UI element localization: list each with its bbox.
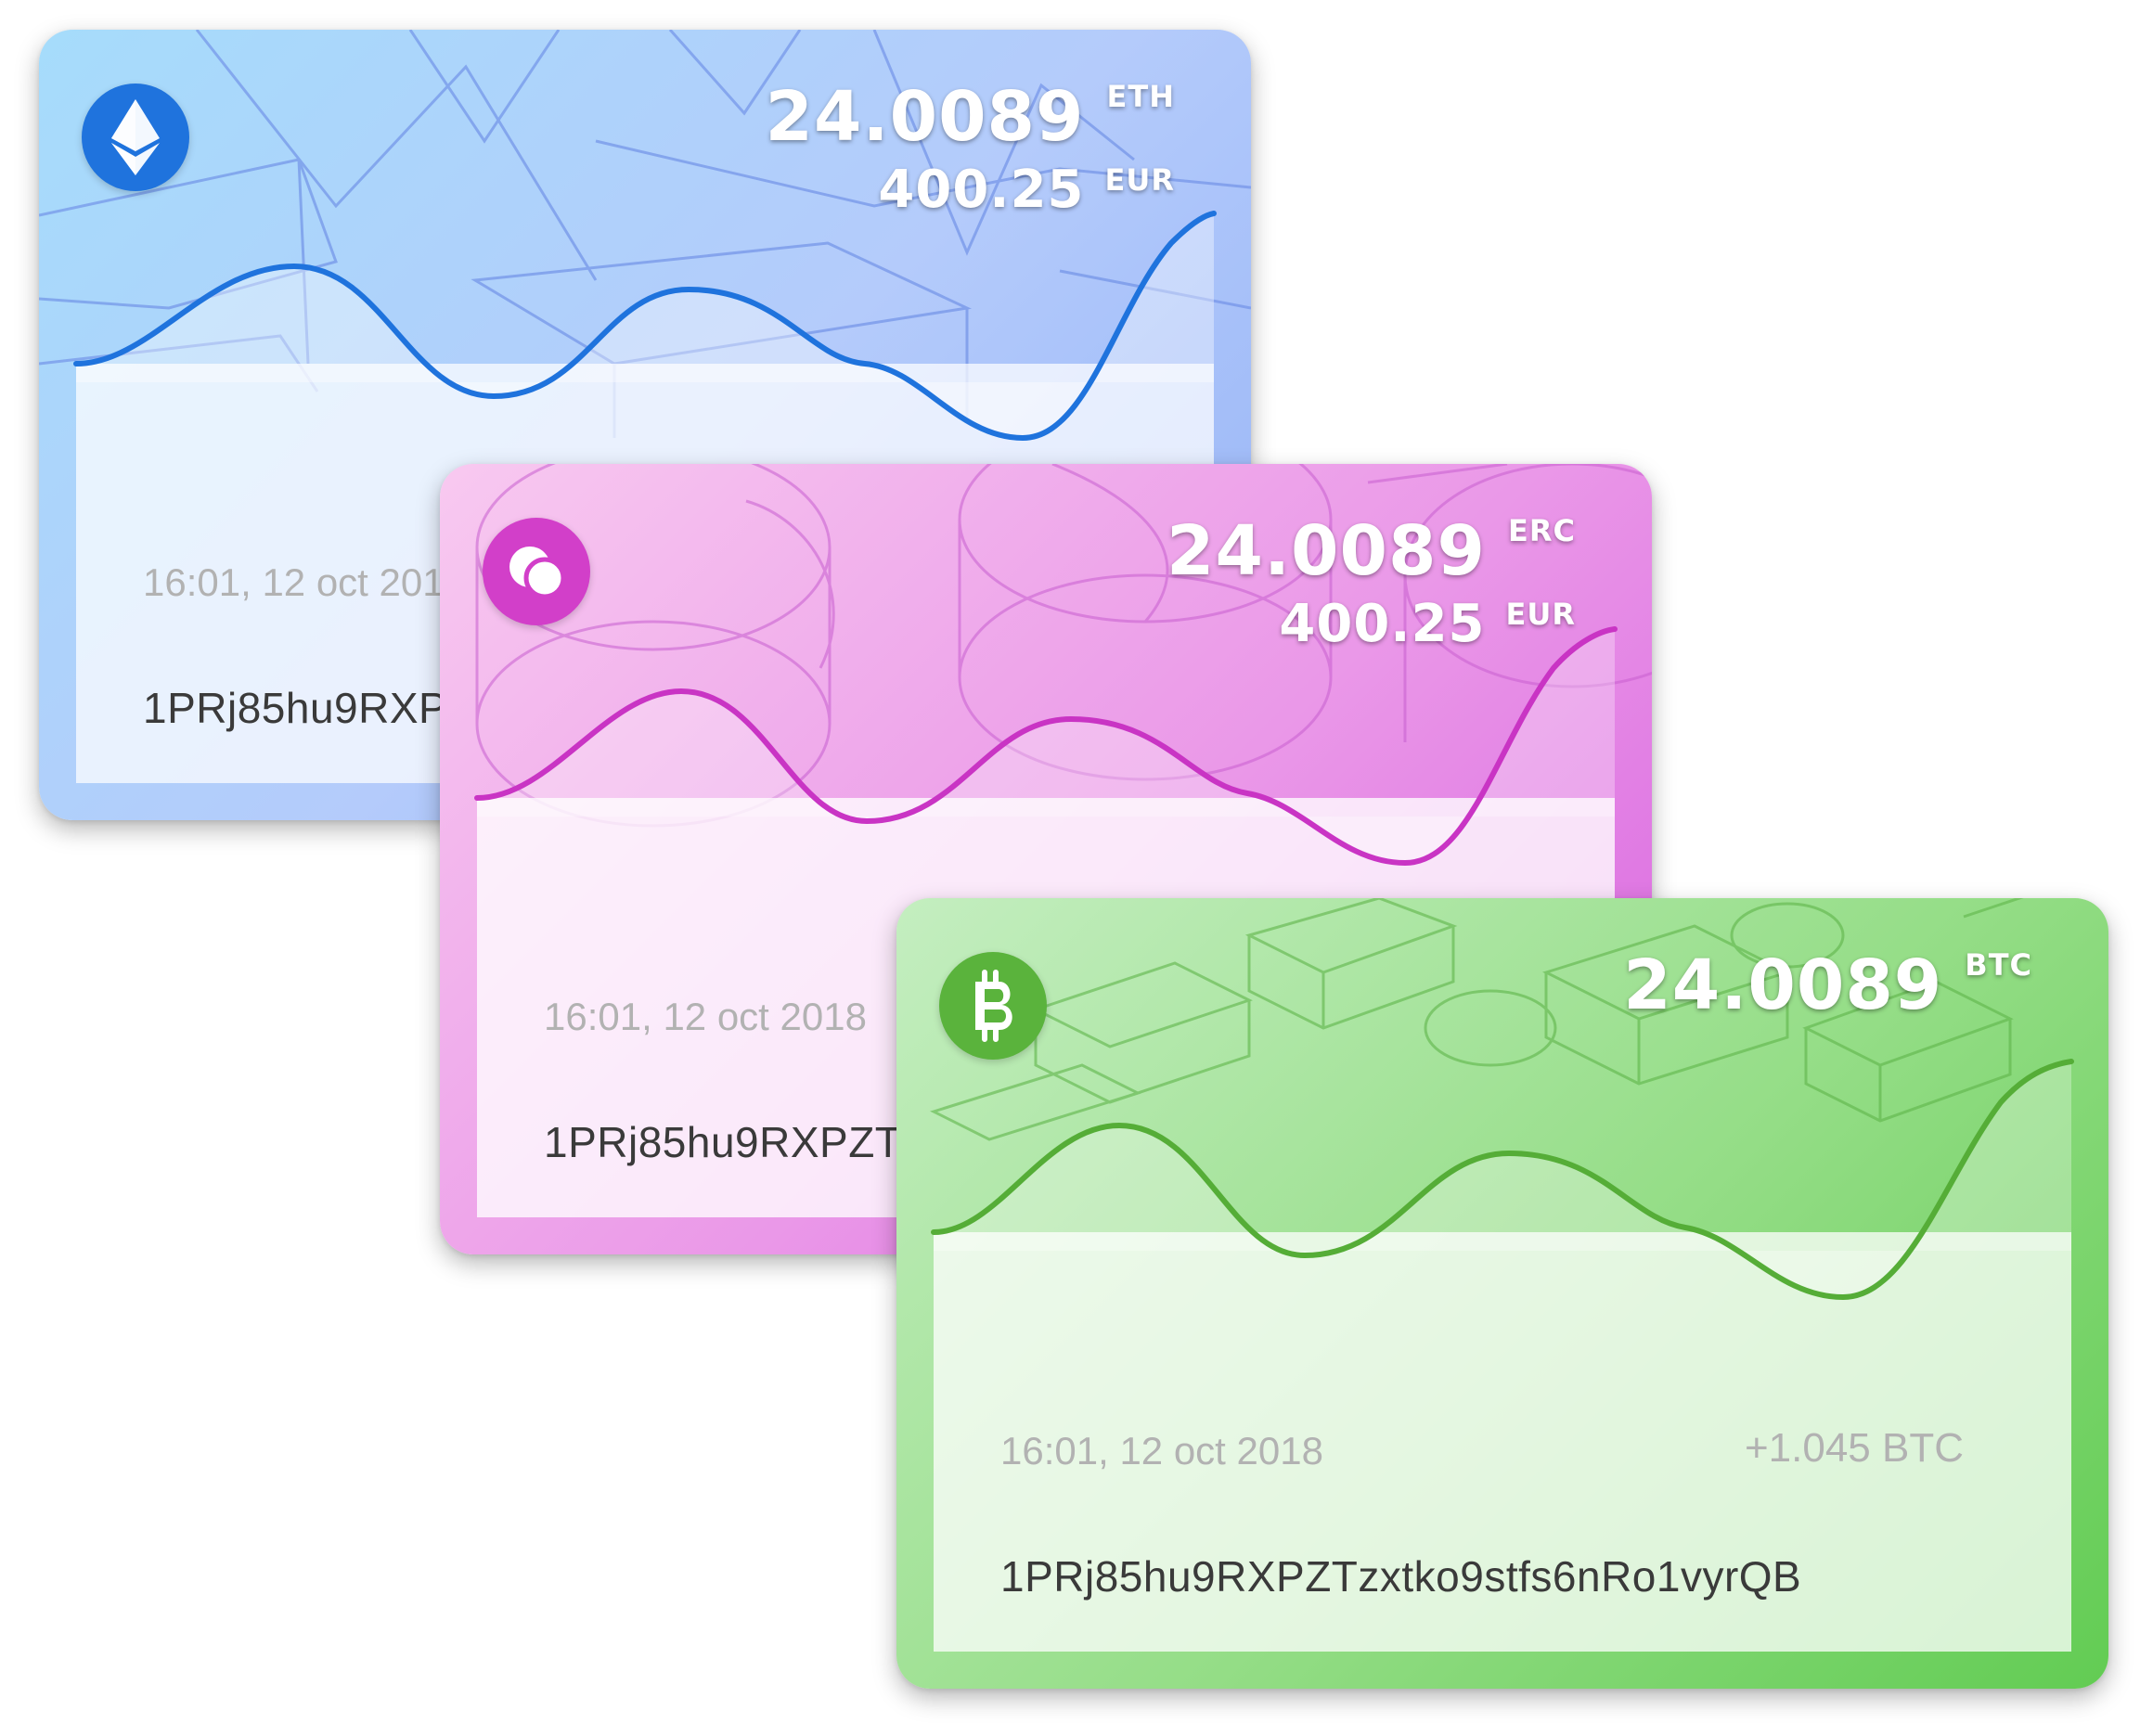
transaction-timestamp: 16:01, 12 oct 2018 (544, 995, 867, 1038)
btc-card-background-art (930, 898, 2108, 1652)
bitcoin-icon (939, 952, 1047, 1060)
eth-price-wave (73, 211, 1217, 442)
crypto-amount-unit: ERC (1508, 513, 1576, 548)
ethereum-icon (82, 84, 189, 191)
crypto-amount-value: 24.0089 (1166, 511, 1487, 591)
crypto-amount: 24.0089 ETH (765, 76, 1175, 158)
crypto-amount-value: 24.0089 (1623, 945, 1943, 1025)
fiat-amount-value: 400.25 (878, 160, 1085, 220)
erc-price-wave (474, 626, 1618, 867)
fiat-amount-unit: EUR (1104, 162, 1175, 198)
crypto-amount-value: 24.0089 (765, 77, 1085, 157)
btc-price-wave (931, 1059, 2074, 1301)
erc-token-icon (483, 518, 590, 625)
crypto-amount: 24.0089 ERC (1167, 510, 1576, 592)
crypto-amount-unit: ETH (1106, 79, 1175, 114)
fiat-amount-unit: EUR (1505, 597, 1576, 632)
crypto-amount-unit: BTC (1965, 947, 2032, 983)
wallet-card-btc[interactable]: 24.0089 BTC 16:01, 12 oct 2018 +1.045 BT… (896, 898, 2108, 1689)
fiat-amount: 400.25 EUR (878, 160, 1175, 221)
fiat-amount: 400.25 EUR (1279, 594, 1576, 655)
wallet-address[interactable]: 1PRj85hu9RXPZTzxtko9stfs6nRo1vyrQB (1000, 1552, 1802, 1601)
transaction-timestamp: 16:01, 12 oct 2018 (143, 560, 466, 604)
crypto-amount: 24.0089 BTC (1623, 945, 2032, 1026)
balance-change: +1.045 BTC (1744, 1425, 1964, 1471)
fiat-amount-value: 400.25 (1279, 594, 1486, 654)
transaction-timestamp: 16:01, 12 oct 2018 (1000, 1429, 1323, 1472)
